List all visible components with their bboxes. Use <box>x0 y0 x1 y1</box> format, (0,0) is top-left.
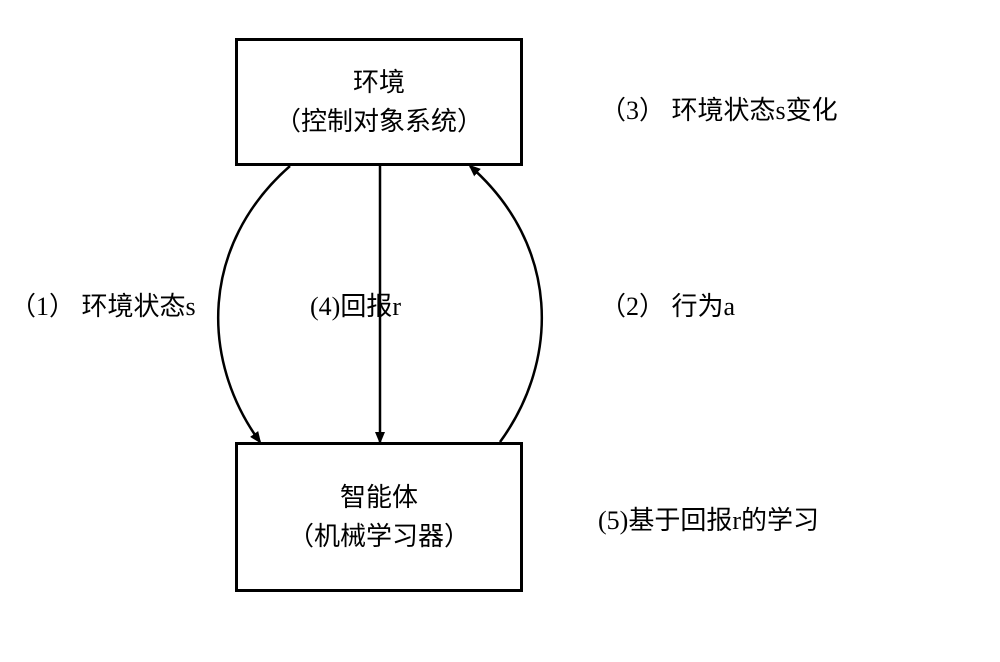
label-1-state-s: （1） 环境状态s <box>10 286 196 323</box>
environment-subtitle: （控制对象系统） <box>275 102 483 141</box>
agent-subtitle: （机械学习器） <box>288 517 470 556</box>
label-4-reward-r: (4)回报r <box>310 286 401 323</box>
environment-box: 环境 （控制对象系统） <box>235 38 523 166</box>
environment-title: 环境 <box>353 63 405 102</box>
agent-box: 智能体 （机械学习器） <box>235 442 523 592</box>
arrow-state-s <box>218 166 290 442</box>
label-3-state-change: （3） 环境状态s变化 <box>600 90 838 127</box>
label-5-learning: (5)基于回报r的学习 <box>598 500 819 537</box>
agent-title: 智能体 <box>340 478 418 517</box>
arrow-action-a <box>470 166 542 442</box>
label-2-action-a: （2） 行为a <box>600 286 735 323</box>
